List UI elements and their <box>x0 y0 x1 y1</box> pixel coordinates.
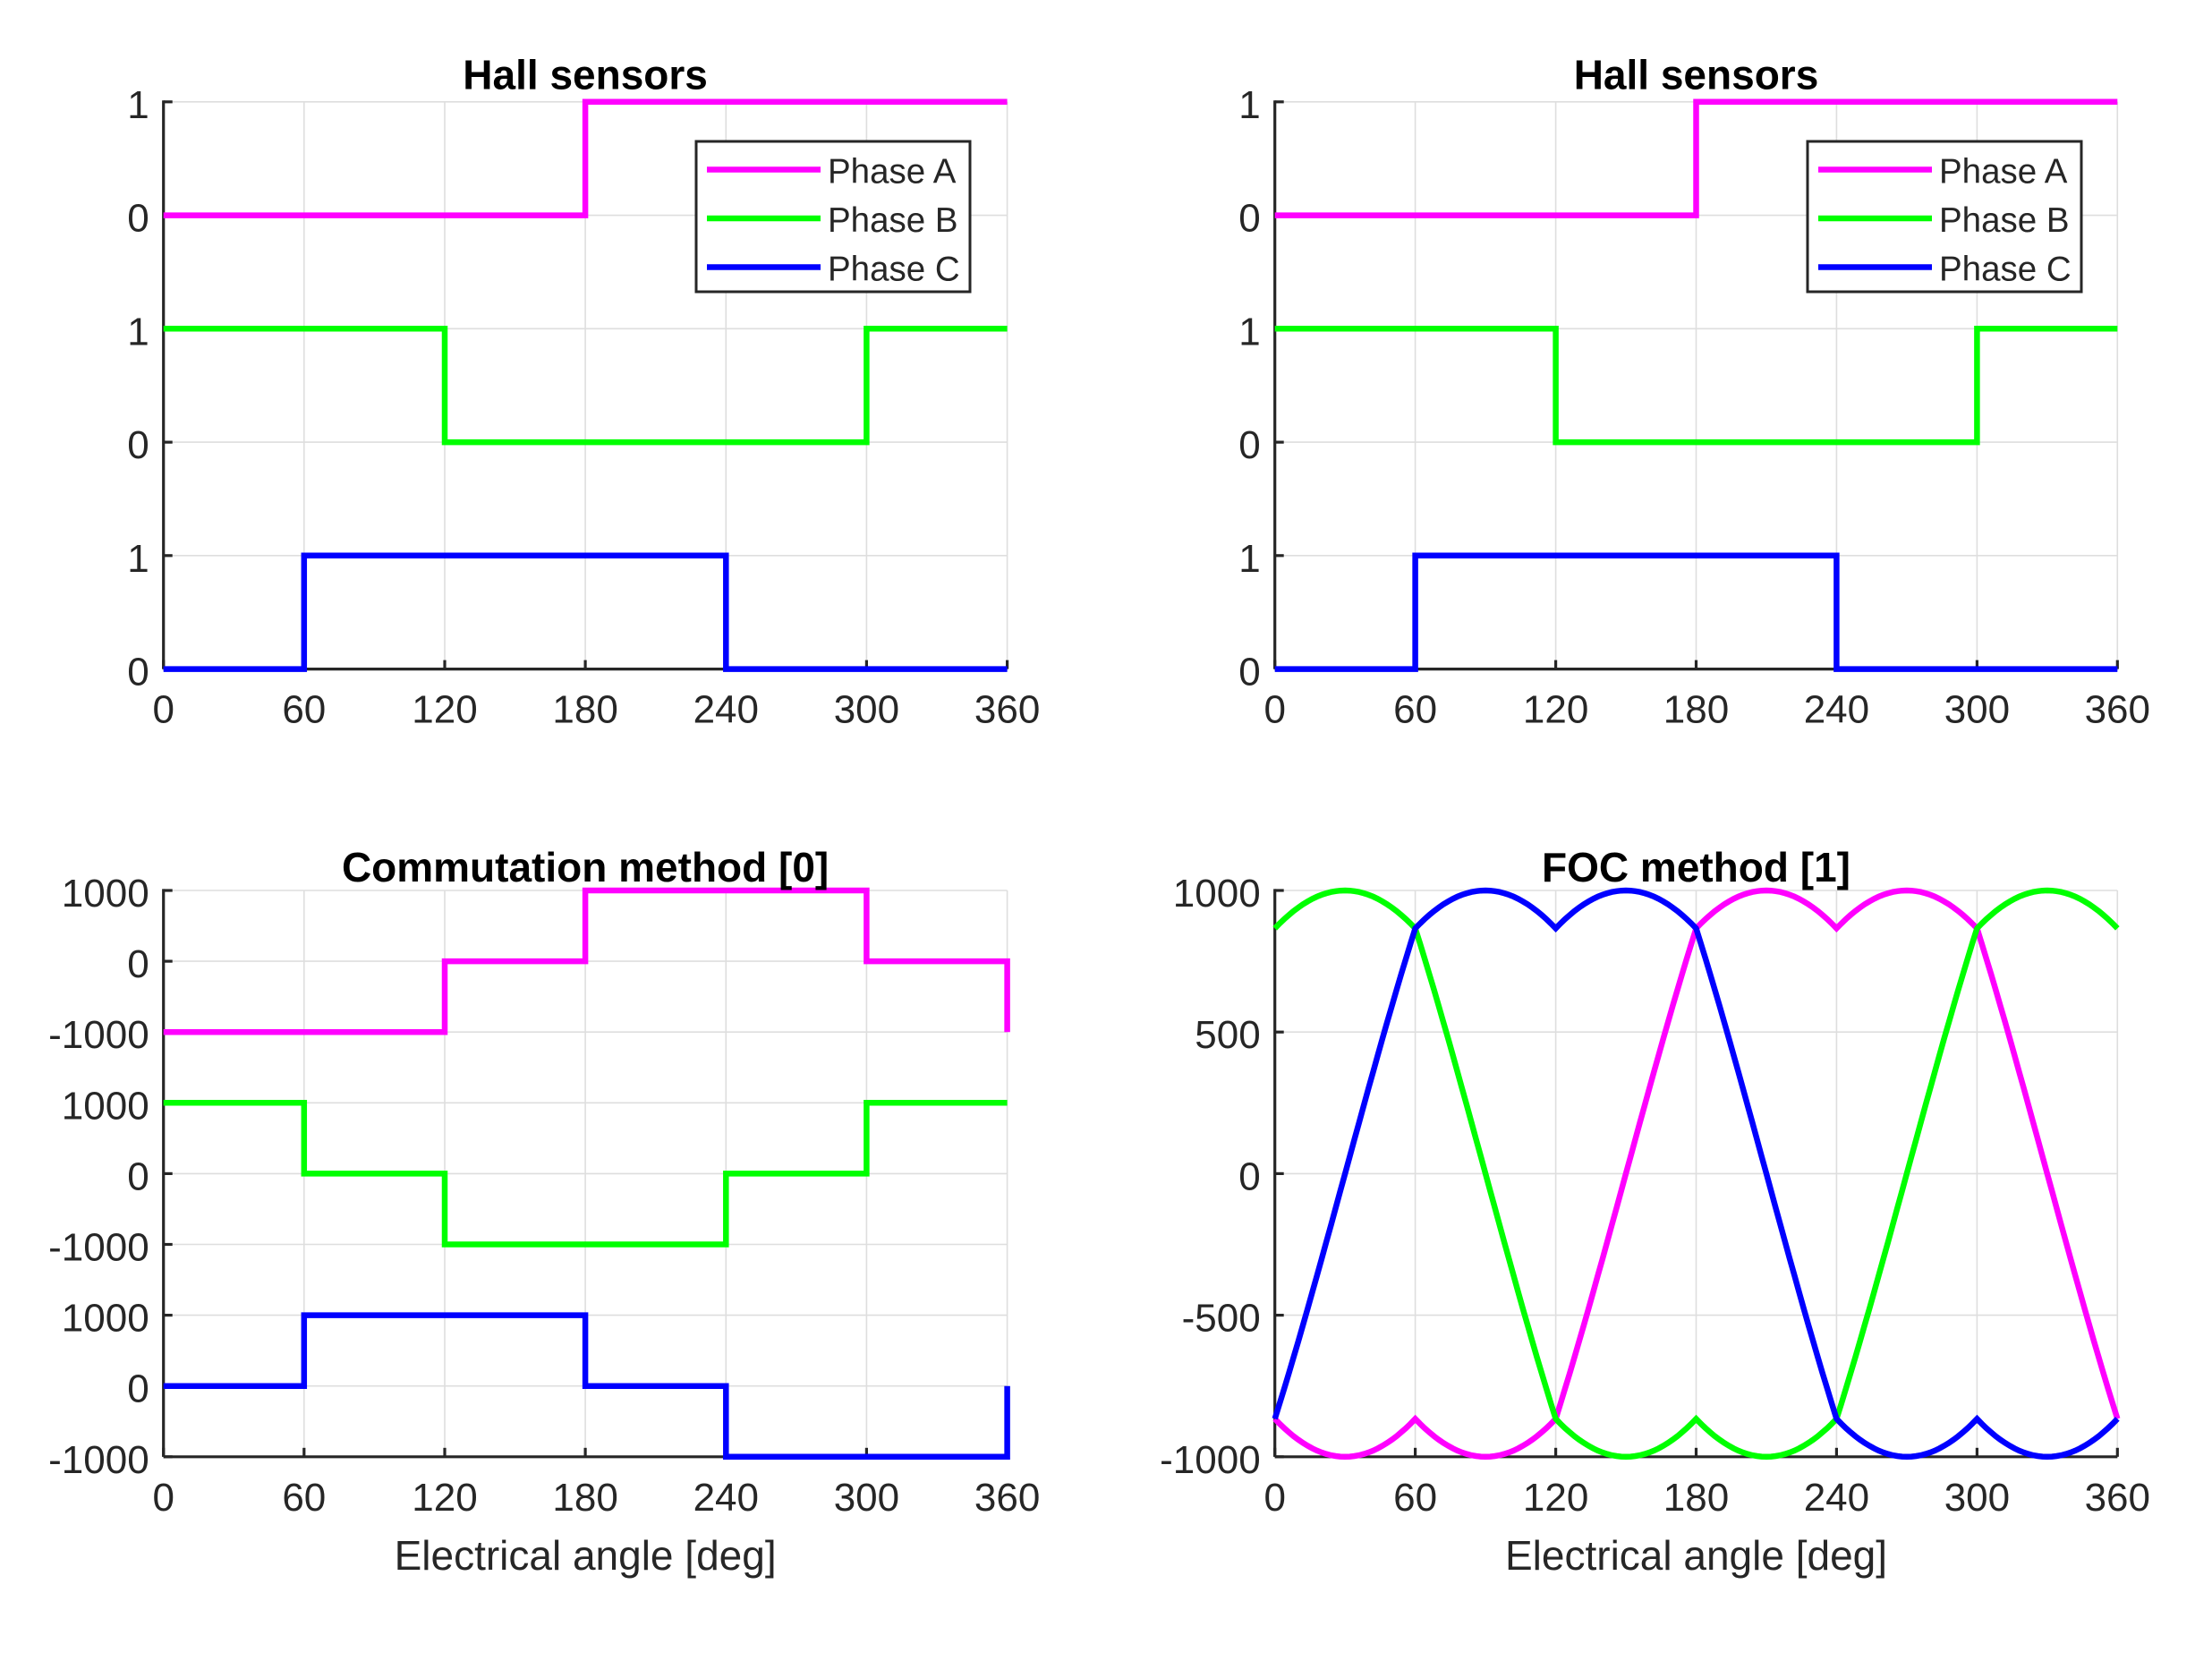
svg-text:Phase C: Phase C <box>828 250 960 288</box>
svg-text:1000: 1000 <box>62 1084 149 1128</box>
svg-text:Hall sensors: Hall sensors <box>463 52 708 98</box>
svg-text:360: 360 <box>2085 1476 2150 1520</box>
svg-text:-1000: -1000 <box>48 1438 149 1482</box>
svg-text:Phase B: Phase B <box>1939 201 2070 240</box>
svg-text:0: 0 <box>152 1476 174 1520</box>
svg-text:Phase A: Phase A <box>1939 152 2068 191</box>
svg-text:360: 360 <box>974 1476 1040 1520</box>
svg-text:Phase A: Phase A <box>828 152 957 191</box>
svg-text:120: 120 <box>1523 688 1588 732</box>
svg-text:300: 300 <box>834 688 899 732</box>
svg-text:0: 0 <box>127 1367 149 1411</box>
svg-text:1: 1 <box>127 310 149 353</box>
svg-text:Electrical angle [deg]: Electrical angle [deg] <box>395 1532 777 1579</box>
svg-text:180: 180 <box>1663 688 1729 732</box>
svg-text:Hall sensors: Hall sensors <box>1574 52 1819 98</box>
svg-text:0: 0 <box>127 1154 149 1198</box>
svg-text:0: 0 <box>127 197 149 241</box>
svg-text:0: 0 <box>1238 651 1260 694</box>
svg-text:Phase B: Phase B <box>828 201 958 240</box>
svg-text:0: 0 <box>127 942 149 986</box>
svg-text:0: 0 <box>1263 1476 1285 1520</box>
svg-text:240: 240 <box>693 688 759 732</box>
svg-text:-1000: -1000 <box>1160 1438 1261 1482</box>
svg-text:1: 1 <box>1238 537 1260 581</box>
svg-text:1: 1 <box>127 83 149 127</box>
svg-text:240: 240 <box>1804 688 1869 732</box>
svg-text:0: 0 <box>1238 423 1260 467</box>
svg-text:0: 0 <box>1263 688 1285 732</box>
svg-text:1000: 1000 <box>62 872 149 916</box>
svg-text:1: 1 <box>127 537 149 581</box>
svg-text:0: 0 <box>1238 1154 1260 1198</box>
svg-text:300: 300 <box>1944 688 2010 732</box>
svg-text:1: 1 <box>1238 83 1260 127</box>
svg-text:360: 360 <box>2085 688 2150 732</box>
svg-text:240: 240 <box>693 1476 759 1520</box>
svg-text:120: 120 <box>1523 1476 1588 1520</box>
svg-text:0: 0 <box>127 651 149 694</box>
svg-text:60: 60 <box>1393 688 1437 732</box>
svg-text:500: 500 <box>1195 1013 1260 1057</box>
svg-text:FOC method [1]: FOC method [1] <box>1542 844 1850 890</box>
svg-text:60: 60 <box>1393 1476 1437 1520</box>
svg-text:360: 360 <box>974 688 1040 732</box>
svg-text:Commutation method [0]: Commutation method [0] <box>342 844 829 890</box>
svg-text:120: 120 <box>412 688 477 732</box>
svg-text:-500: -500 <box>1182 1297 1261 1341</box>
svg-text:180: 180 <box>552 688 617 732</box>
svg-text:180: 180 <box>552 1476 617 1520</box>
svg-text:-1000: -1000 <box>48 1013 149 1057</box>
svg-text:0: 0 <box>127 423 149 467</box>
svg-text:1000: 1000 <box>1173 872 1261 916</box>
svg-text:Electrical angle [deg]: Electrical angle [deg] <box>1505 1532 1887 1579</box>
svg-text:240: 240 <box>1804 1476 1869 1520</box>
svg-text:300: 300 <box>834 1476 899 1520</box>
svg-text:0: 0 <box>1238 197 1260 241</box>
svg-text:300: 300 <box>1944 1476 2010 1520</box>
svg-text:Phase C: Phase C <box>1939 250 2072 288</box>
svg-text:60: 60 <box>282 1476 326 1520</box>
svg-text:-1000: -1000 <box>48 1226 149 1270</box>
svg-text:0: 0 <box>152 688 174 732</box>
svg-text:1: 1 <box>1238 310 1260 353</box>
svg-text:60: 60 <box>282 688 326 732</box>
svg-text:1000: 1000 <box>62 1297 149 1341</box>
svg-text:120: 120 <box>412 1476 477 1520</box>
svg-text:180: 180 <box>1663 1476 1729 1520</box>
